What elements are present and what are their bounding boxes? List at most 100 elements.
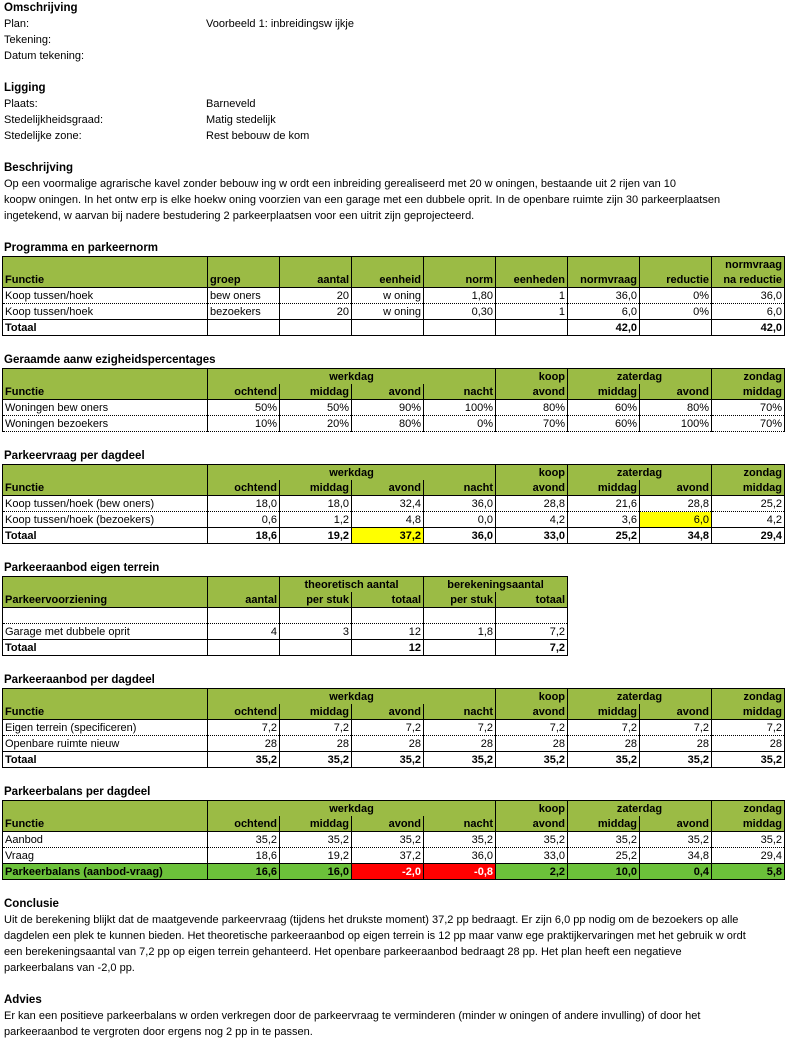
- table-cell: 4,2: [711, 511, 786, 528]
- table-cell: 6,0: [567, 303, 640, 320]
- group-header: zondag: [711, 688, 786, 704]
- table-cell: Koop tussen/hoek (bezoekers): [2, 511, 208, 528]
- header-cell: [423, 256, 496, 272]
- spacer: [0, 64, 788, 80]
- table-cell: 36,0: [422, 495, 497, 512]
- header-cell: [2, 688, 208, 704]
- table-cell: 7,2: [279, 719, 352, 736]
- table-cell: [423, 607, 497, 624]
- section-title: Advies: [4, 994, 42, 1006]
- header-cell: [279, 256, 352, 272]
- table-cell: [350, 607, 425, 624]
- table-cell: [495, 319, 568, 336]
- table-row: Koop tussen/hoek (bezoekers) 0,6 1,2 4,8 0,0…: [2, 511, 786, 528]
- table-cell: [639, 319, 712, 336]
- table-cell: 35,2: [711, 831, 786, 848]
- table-cell: Totaal: [2, 319, 208, 336]
- table-cell: 42,0: [567, 319, 640, 336]
- table-cell: Totaal: [2, 751, 208, 768]
- field-label: Stedelijke zone:: [4, 130, 82, 142]
- table-row: Aanbod 35,2 35,2 35,2 35,2 35,2 35,2 35,2 35,2: [2, 831, 786, 848]
- section-title: Parkeervraag per dagdeel: [4, 450, 145, 462]
- column-header: normvraag: [567, 272, 640, 288]
- table-cell: 2,2: [495, 863, 569, 880]
- column-header-row: Functie ochtend middag avond nacht avond midda…: [2, 816, 786, 832]
- header-cell: [351, 256, 424, 272]
- table-cell: 25,2: [567, 847, 641, 864]
- table-cell: 7,2: [351, 719, 424, 736]
- table-cell: 6,0: [639, 511, 713, 528]
- group-header-row: werkdag koop zaterdag zondag: [2, 688, 786, 704]
- table-cell: 18,0: [279, 495, 352, 512]
- spacer: [0, 544, 788, 560]
- table-body: werkdag koop zaterdag zondag Functie ochtend m…: [2, 368, 786, 432]
- table-cell: 4,2: [495, 511, 569, 528]
- table-cell: [207, 607, 280, 624]
- table-cell: 3,6: [567, 511, 641, 528]
- table-cell: 1: [495, 303, 568, 320]
- field-row: Datum tekening:: [0, 48, 788, 64]
- header-cell: [2, 256, 208, 272]
- table-body: werkdag koop zaterdag zondag Functie ochtend m…: [2, 464, 786, 544]
- table-cell: 37,2: [351, 527, 424, 544]
- field-label: Plaats:: [4, 98, 38, 110]
- field-value: Voorbeeld 1: inbreidingsw ijkje: [206, 18, 354, 30]
- column-header: avond: [639, 480, 713, 496]
- group-header: koop: [495, 464, 569, 480]
- table-cell: [279, 319, 352, 336]
- field-label: Plan:: [4, 18, 30, 30]
- section: Omschrijving Plan: Voorbeeld 1: inbreiding…: [0, 0, 788, 80]
- column-header: nacht: [422, 704, 497, 720]
- table-cell: 19,2: [279, 527, 352, 544]
- spacer: [0, 976, 788, 992]
- section-title: Programma en parkeernorm: [4, 242, 159, 254]
- group-header-row: theoretisch aantal berekeningsaantal: [2, 576, 569, 592]
- table-cell: 18,6: [207, 527, 280, 544]
- text-line: Uit de berekening blijkt dat de maatgeve…: [4, 914, 739, 926]
- column-header: middag: [711, 704, 786, 720]
- header-cell: [495, 256, 568, 272]
- group-header-row: normvraag: [2, 256, 785, 272]
- column-header: middag: [279, 384, 352, 400]
- section-title: Parkeeraanbod eigen terrein: [4, 562, 160, 574]
- table-cell: 1,2: [279, 511, 352, 528]
- table-row: Openbare ruimte nieuw 28 28 28 28 28 28 28 28: [2, 735, 786, 752]
- table-cell: 35,2: [567, 831, 641, 848]
- column-header: per stuk: [279, 592, 352, 608]
- table-body: theoretisch aantal berekeningsaantal Parke…: [2, 576, 569, 656]
- column-header: nacht: [422, 480, 497, 496]
- field-label: Datum tekening:: [4, 50, 85, 62]
- group-header: zaterdag: [567, 800, 713, 816]
- table-cell: 35,2: [351, 831, 424, 848]
- table-cell: [279, 639, 352, 656]
- table-cell: 70%: [711, 415, 786, 432]
- header-cell: [2, 800, 208, 816]
- table-row: Totaal 18,6 19,2 37,2 36,0 33,0 25,2 34,8 29,4: [2, 527, 786, 544]
- field-row: Plaats: Barneveld: [0, 96, 788, 112]
- data-table: normvraag Functie groep aantal eenheid norm ee…: [2, 256, 785, 336]
- table-cell: Totaal: [2, 527, 208, 544]
- table-cell: [207, 639, 280, 656]
- table-cell: 35,2: [422, 751, 497, 768]
- table-cell: 35,2: [495, 751, 569, 768]
- text-line: Op een voormalige agrarische kavel zonde…: [4, 178, 677, 190]
- data-table: werkdag koop zaterdag zondag Functie ochtend m…: [2, 800, 786, 880]
- column-header: norm: [423, 272, 496, 288]
- column-header-row: Functie groep aantal eenheid norm eenheden nor…: [2, 272, 785, 288]
- field-value: Rest bebouw de kom: [206, 130, 310, 142]
- table-cell: 16,6: [207, 863, 280, 880]
- table-cell: 7,2: [207, 719, 280, 736]
- field-value: Barneveld: [206, 98, 256, 110]
- spacer: [0, 656, 788, 672]
- table-cell: 28: [207, 735, 280, 752]
- table-cell: 35,2: [207, 831, 280, 848]
- table-cell: 70%: [495, 415, 569, 432]
- table-cell: 42,0: [711, 319, 785, 336]
- group-header: zondag: [711, 368, 786, 384]
- table-row: Garage met dubbele oprit 4 3 12 1,8 7,2: [2, 623, 569, 640]
- table-cell: bew oners: [207, 287, 280, 304]
- table-cell: 0%: [639, 303, 712, 320]
